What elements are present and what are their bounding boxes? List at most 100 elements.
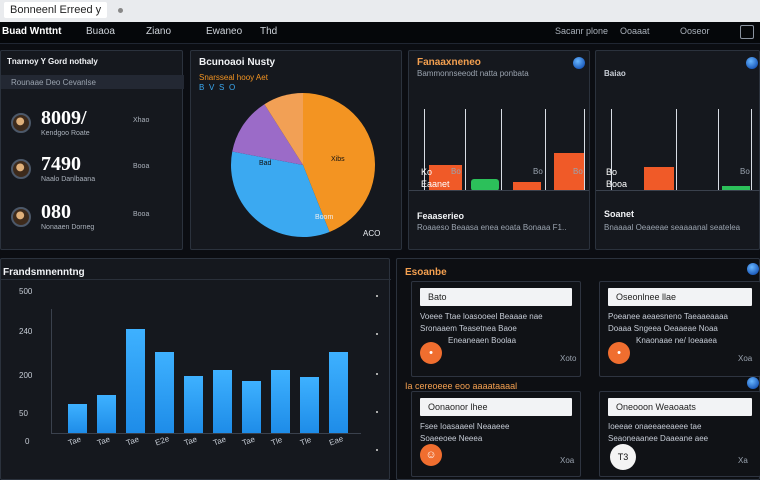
mini-panel-1-title: Fanaaxneneo (417, 57, 481, 68)
status-orb-icon (747, 263, 759, 275)
stat-value: 8009/ (41, 107, 87, 129)
mini-chart-1-left-sub: Eaanet (421, 179, 450, 189)
card-meta: Xoto (560, 354, 577, 363)
mini-chart-1-tick: Bo (533, 167, 543, 176)
nav-item-4[interactable]: Thd (260, 26, 278, 37)
mini-panel-1-footer-text: Roaaeso Beaasa enea eoata Bonaaa F1.. (417, 223, 567, 232)
bar-category-label: Tae (96, 434, 112, 448)
orange-badge-icon: • (420, 342, 442, 364)
mini-chart-1-tick: Bo (573, 167, 583, 176)
card[interactable]: Oneooon Weaoaats Ioeeae onaeeaeeaeee tae… (599, 391, 760, 477)
chart-bar (126, 329, 145, 433)
chart-divider (676, 109, 677, 191)
chart-bar (644, 167, 674, 191)
pie-title: Bcunoaoi Nusty (199, 57, 276, 68)
legend-item: B (199, 83, 205, 92)
card-line: Soaeeoee Neeea (420, 434, 483, 443)
chart-bar (429, 165, 462, 191)
status-orb-icon (746, 57, 758, 69)
bar-chart-title: Frandsmnenntng (3, 267, 85, 278)
stat-side-text: Booa (133, 211, 150, 218)
pie-slice (231, 151, 330, 237)
bar-category-label: Tae (125, 434, 141, 448)
card-header: Oseonlnee llae (608, 288, 752, 306)
nav-right-link-3[interactable]: Ooseor (680, 26, 710, 36)
card-line: Poeanee aeaesneno Taeaaeaaaa (608, 312, 728, 321)
bar-category-label: E2e (154, 434, 171, 448)
card[interactable]: Bato Voeee Ttae loasooeel Beaaae nae Sro… (411, 281, 581, 377)
summary-title: Tnarnoy Y Gord nothaly (7, 57, 98, 66)
avatar (11, 207, 31, 227)
chart-divider (465, 109, 466, 191)
window-titlebar: Bonneenl Erreed y (0, 0, 760, 22)
mini-chart-2-left-label: Bo (606, 167, 618, 177)
chart-divider (424, 109, 425, 191)
y-tick-label: 200 (19, 371, 33, 380)
right-scroll-markers[interactable] (373, 289, 381, 459)
pie-label: Bad (259, 160, 272, 167)
nav-item-1[interactable]: Buaoa (86, 26, 115, 37)
card[interactable]: Oonaonor lhee Fsee Ioasaaeel Neaaeee Soa… (411, 391, 581, 477)
badge-glyph: • (617, 347, 621, 359)
mini-chart-1-left-label: Ko (421, 167, 433, 177)
orange-badge-icon: • (608, 342, 630, 364)
chart-divider (545, 109, 546, 191)
bar-category-label: Tae (67, 434, 83, 448)
status-orb-icon (573, 57, 585, 69)
mini-panel-1-footer-title: Feaaserieo (417, 211, 465, 221)
bar-category-label: Tae (241, 434, 257, 448)
window-title: Bonneenl Erreed y (4, 2, 108, 18)
chart-bar (68, 404, 87, 433)
card-header: Oneooon Weaoaats (608, 398, 752, 416)
chart-baseline (596, 190, 760, 191)
chart-divider (584, 109, 585, 191)
card-line: Seaoneaanee Daaeane aee (608, 434, 709, 443)
mini-panel-1-subtitle: Bammonnseeodt natta ponbata (417, 69, 529, 78)
bar-category-label: Eae (328, 434, 345, 448)
nav-right-link-1[interactable]: Sacanr plone (555, 26, 609, 36)
nav-item-3[interactable]: Ewaneo (206, 26, 243, 37)
badge-glyph: T3 (617, 452, 629, 462)
nav-item-2[interactable]: Ziano (146, 26, 172, 37)
stat-row: 080 Nonaaen Dorneg Booa (11, 201, 181, 233)
legend-item: S (219, 83, 225, 92)
badge-glyph: ☺ (425, 449, 437, 461)
chart-bar (300, 377, 319, 433)
bar-chart-panel: Frandsmnenntng 500 240 200 50 0 Tae Tae Ta… (0, 258, 391, 480)
chart-divider (611, 109, 612, 191)
stat-side-text: Xhao (133, 117, 150, 124)
stat-label: Nonaaen Dorneg (41, 224, 95, 231)
stat-value: 080 (41, 201, 71, 223)
summary-subheader: Rounaae Deo Cevanlse (1, 75, 184, 89)
mini-panel-1: Fanaaxneneo Bammonnseeodt natta ponbata … (408, 50, 590, 250)
text-badge-icon: T3 (610, 444, 636, 470)
window-menu-button[interactable] (740, 25, 754, 39)
card[interactable]: Oseonlnee llae Poeanee aeaesneno Taeaaea… (599, 281, 760, 377)
chart-bar (97, 395, 116, 433)
avatar (11, 113, 31, 133)
bar-category-label: Tae (183, 434, 199, 448)
mini-chart-2 (596, 81, 760, 191)
y-tick-label: 0 (25, 437, 30, 446)
card-meta: Xoa (738, 354, 753, 363)
stat-value: 7490 (41, 153, 81, 175)
card-header: Bato (420, 288, 572, 306)
pie-chart: Bad Xibs Boom (231, 93, 375, 237)
pie-footer: ACO (363, 229, 381, 238)
card-line: Fsee Ioasaaeel Neaaeee (420, 422, 510, 431)
pie-label: Xibs (331, 156, 345, 163)
stat-row: 8009/ Kendgoo Roate Xhao (11, 107, 181, 139)
card-line: Sronaaem Teasetnea Baoe (420, 324, 517, 333)
brand-name[interactable]: Buad Wnttnt (2, 26, 62, 37)
nav-right-link-2[interactable]: Ooaaat (620, 26, 650, 36)
mini-panel-2-footer-title: Soanet (604, 209, 635, 219)
pie-panel: Bcunoaoi Nusty Snarsseal hooy Aet B V S … (190, 50, 402, 250)
badge-glyph: • (429, 347, 433, 359)
top-nav: Buad Wnttnt Buaoa Ziano Ewaneo Thd Sacan… (0, 22, 760, 44)
chart-bar (242, 381, 261, 433)
legend-item: V (209, 83, 215, 92)
pie-slice (232, 104, 303, 165)
card-line: Doaaa Sngeea Oeaaeae Noaa (608, 324, 718, 333)
bar-category-labels: Tae Tae Tae E2e Tae Tae Tae Tle Tle Eae (51, 434, 361, 469)
cards-section-title: Esoanbe (405, 267, 447, 278)
